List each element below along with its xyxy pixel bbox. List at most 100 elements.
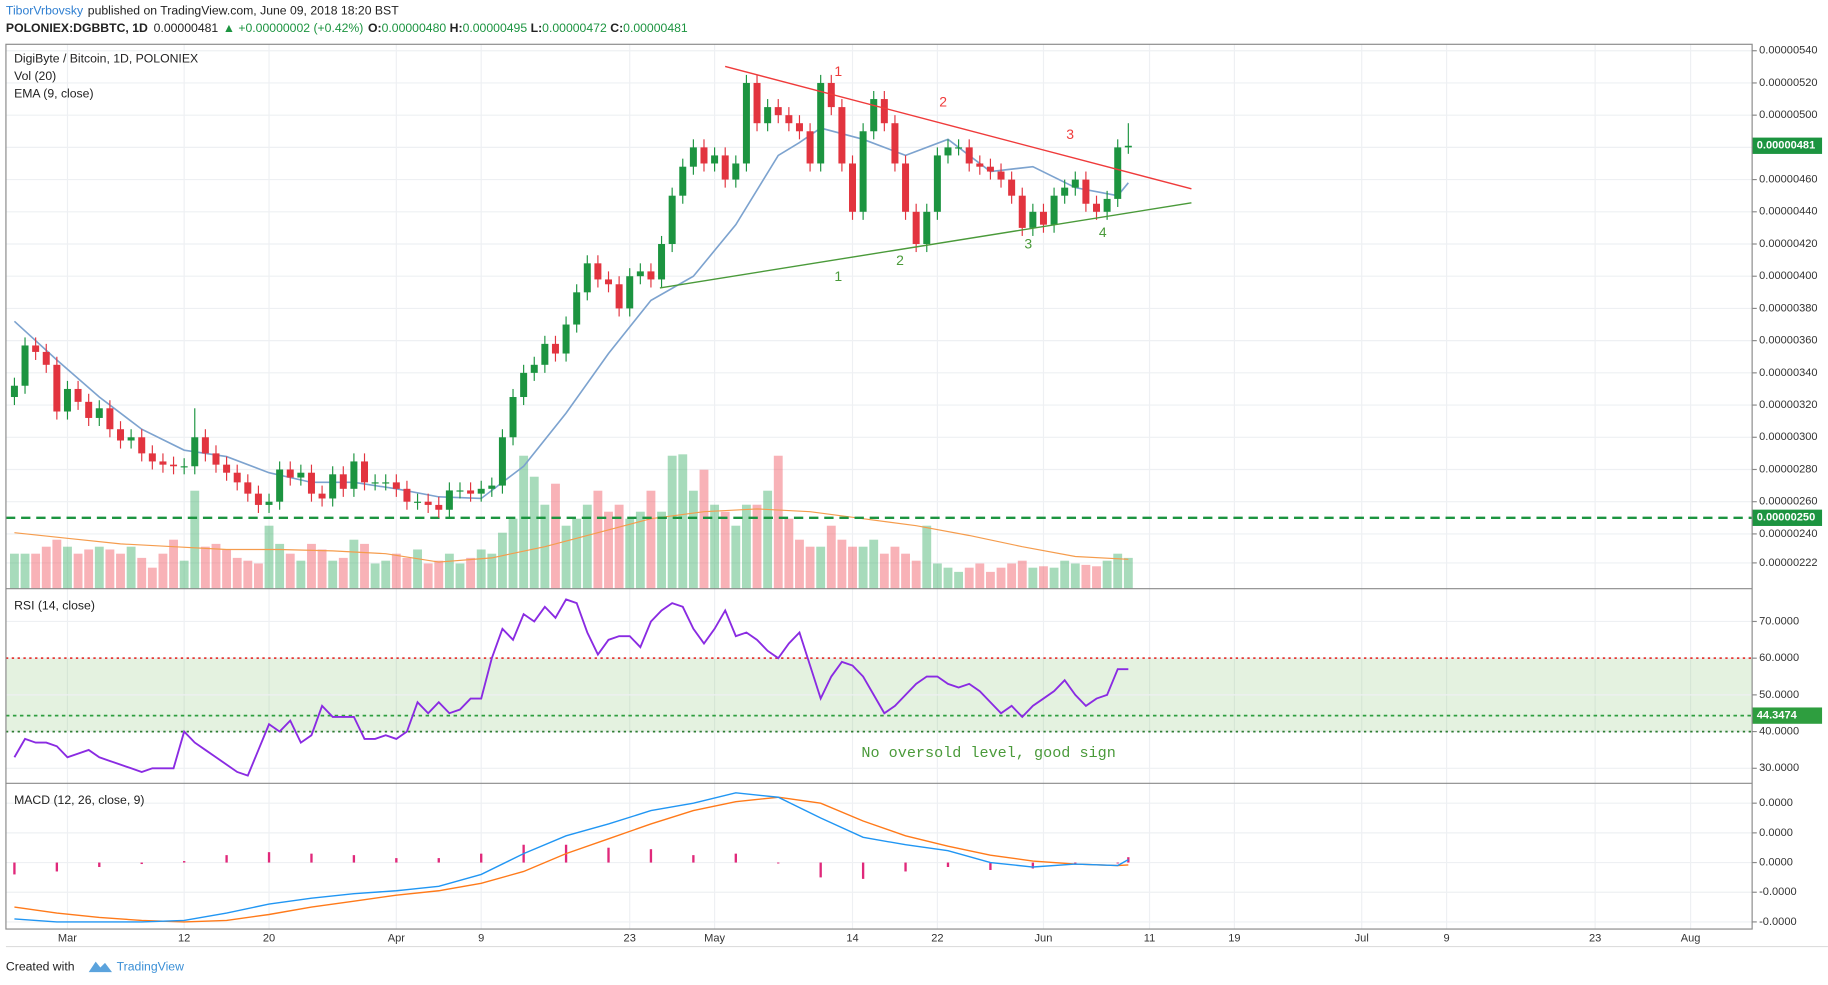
x-tick-label: Apr — [388, 932, 406, 944]
ema-line — [13, 127, 1129, 500]
volume-bar — [20, 553, 30, 589]
volume-bar — [423, 563, 433, 589]
volume-bar — [1049, 567, 1059, 589]
footer-brand[interactable]: TradingView — [117, 960, 184, 974]
candle-body — [223, 464, 231, 473]
volume-bar — [561, 525, 571, 589]
candle-body — [944, 147, 952, 156]
candle-body — [148, 453, 156, 462]
volume-bar — [964, 567, 974, 589]
ohlc-value: 0.00000495 — [463, 21, 528, 35]
volume-bar — [943, 567, 953, 589]
macd-histogram-bar — [777, 862, 780, 864]
candle-body — [891, 123, 899, 164]
candle-body — [159, 461, 167, 465]
volume-bar — [402, 557, 412, 589]
y-tick-label: 0.00000420 — [1759, 238, 1817, 250]
x-tick-label: Jul — [1355, 932, 1369, 944]
volume-bar — [879, 553, 889, 589]
candle-body — [594, 263, 602, 280]
price-box — [1752, 707, 1823, 724]
macd-histogram-bar — [861, 862, 865, 879]
candle-body — [636, 271, 644, 277]
volume-bar — [614, 504, 624, 589]
candle-body — [42, 351, 50, 365]
candle-body — [233, 472, 241, 483]
volume-bar — [911, 560, 921, 589]
volume-bar — [253, 563, 263, 589]
volume-bar — [413, 549, 422, 589]
candle-body — [435, 504, 443, 510]
ohlc-label: O: — [368, 21, 382, 35]
candle-body — [997, 171, 1005, 180]
candle-body — [955, 147, 963, 149]
volume-bar — [105, 549, 115, 589]
volume-bar — [9, 553, 19, 589]
volume-bar — [1017, 560, 1027, 589]
candle-body — [1008, 179, 1016, 196]
volume-bar — [1007, 563, 1017, 589]
author[interactable]: TiborVrbovsky — [6, 4, 84, 18]
volume-bar — [848, 546, 857, 589]
candle-body — [212, 453, 220, 465]
volume-bar — [996, 567, 1006, 589]
candle-body — [180, 466, 188, 468]
macd-histogram-bar — [904, 862, 907, 872]
y-tick-label: 0.00000360 — [1759, 335, 1817, 347]
candle-body — [976, 163, 984, 167]
candle-body — [371, 482, 379, 484]
volume-bar — [1028, 567, 1038, 589]
y-tick-label: 0.00000222 — [1759, 557, 1817, 569]
ema-label: EMA (9, close) — [14, 87, 93, 101]
candle-body — [286, 469, 294, 478]
volume-bar — [190, 490, 200, 589]
volume-bar — [805, 546, 815, 589]
candle-body — [806, 131, 814, 164]
candle-body — [21, 345, 29, 386]
candle-body — [700, 147, 708, 164]
volume-bar — [307, 543, 316, 589]
candle-body — [902, 163, 910, 212]
footer-text: Created with — [6, 960, 75, 974]
candle-body — [392, 482, 400, 489]
macd-histogram-bar — [480, 853, 483, 863]
candle-body — [764, 107, 772, 124]
macd-histogram-bar — [692, 855, 695, 863]
volume-bar — [434, 560, 444, 589]
volume-bar — [901, 553, 910, 589]
volume-bar — [349, 539, 359, 589]
volume-bar — [816, 546, 826, 589]
candle-body — [774, 107, 782, 116]
volume-bar — [1113, 553, 1123, 589]
candle-body — [307, 472, 315, 494]
volume-bar — [63, 546, 72, 589]
candle-body — [254, 493, 262, 505]
x-tick-label: 19 — [1228, 932, 1240, 944]
macd-line — [14, 792, 1129, 923]
volume-bar — [285, 553, 295, 589]
candle-body — [658, 244, 666, 280]
candle-body — [1103, 198, 1111, 212]
volume-bar — [1102, 560, 1112, 589]
volume-bar — [147, 567, 157, 589]
candle-body — [339, 474, 347, 489]
candle-body — [647, 271, 655, 280]
support-trendline — [659, 202, 1192, 289]
y-tick-label: 0.00000460 — [1759, 174, 1817, 186]
volume-bar — [625, 518, 635, 589]
macd-histogram-bar — [267, 852, 271, 863]
macd-histogram-bar — [819, 862, 822, 878]
volume-bar — [741, 504, 751, 589]
volume-bar — [476, 549, 486, 589]
y-tick-label: 70.0000 — [1759, 615, 1799, 627]
volume-bar — [763, 490, 773, 589]
volume-bar — [773, 455, 783, 589]
macd-histogram-bar — [607, 847, 610, 863]
volume-bar — [52, 539, 62, 589]
touch-label: 1 — [834, 63, 842, 79]
tradingview-logo — [88, 961, 113, 973]
volume-bar — [466, 557, 476, 589]
volume-bar — [158, 553, 168, 589]
x-tick-label: 23 — [1589, 932, 1601, 944]
macd-histogram-bar — [734, 853, 737, 863]
